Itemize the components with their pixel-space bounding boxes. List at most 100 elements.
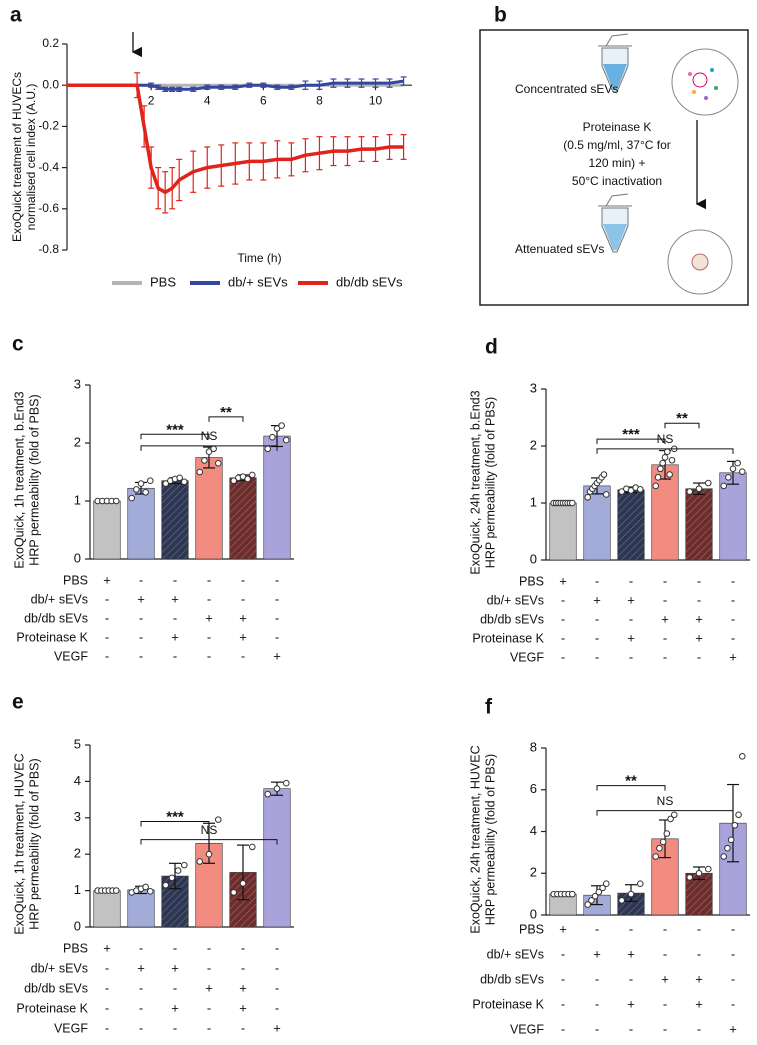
data-point — [248, 471, 256, 479]
data-point — [180, 478, 188, 486]
data-point — [128, 494, 136, 502]
treatment-sign: - — [207, 572, 211, 587]
data-point — [636, 486, 644, 493]
data-point — [670, 811, 678, 819]
data-point — [738, 468, 746, 475]
data-point — [230, 889, 238, 896]
treatment-sign: + — [273, 648, 281, 663]
data-point — [661, 454, 669, 461]
legend-label: db/+ sEVs — [228, 274, 288, 289]
treatment-label: VEGF — [510, 650, 544, 664]
series-line — [67, 83, 404, 195]
data-point — [695, 485, 703, 493]
y-tick-label: 1 — [530, 494, 537, 509]
protocol-diagram: b Concentrated sEVs Proteinase K (0.5 mg… — [479, 4, 749, 306]
y-axis-label: ExoQuick, 1h treatment, b.End3 — [12, 391, 26, 568]
y-tick-label: 6 — [530, 781, 537, 796]
treatment-sign: - — [207, 1000, 211, 1015]
bar — [161, 480, 189, 560]
panel-label: b — [494, 4, 507, 27]
significance-label: *** — [622, 426, 640, 443]
data-point — [239, 880, 247, 887]
treatment-sign: - — [173, 572, 177, 587]
y-tick-label: 8 — [530, 739, 537, 754]
data-point — [282, 436, 290, 444]
y-tick-label: -0.2 — [38, 119, 59, 133]
step-line: 50°C inactivation — [572, 174, 662, 188]
treatment-sign: - — [561, 996, 565, 1011]
treatment-sign: - — [275, 572, 279, 587]
significance-bracket — [596, 810, 734, 816]
y-axis-label: HRP permeability (fold of PBS) — [27, 394, 41, 565]
data-point — [735, 811, 742, 819]
treatment-sign: + — [559, 921, 567, 936]
y-axis-label: ExoQuick, 1h treatment, HUVEC — [12, 753, 26, 934]
treatment-sign: - — [139, 940, 143, 955]
x-axis-label: Time (h) — [237, 251, 281, 265]
panel-label: d — [485, 336, 498, 359]
treatment-sign: - — [595, 921, 599, 936]
treatment-sign: + — [627, 630, 635, 645]
legend-label: PBS — [150, 274, 176, 289]
treatment-sign: - — [139, 1020, 143, 1035]
bar — [549, 502, 577, 561]
treatment-sign: + — [627, 996, 635, 1011]
treatment-label: db/+ sEVs — [31, 592, 88, 606]
data-point — [618, 897, 626, 904]
treatment-label: db/+ sEVs — [487, 593, 544, 607]
treatment-label: PBS — [519, 574, 544, 588]
treatment-sign: - — [595, 971, 599, 986]
treatment-sign: - — [139, 629, 143, 644]
treatment-sign: - — [731, 573, 735, 588]
significance-bracket — [140, 839, 278, 845]
data-point — [724, 844, 731, 852]
y-tick-label: 4 — [530, 823, 537, 838]
data-point — [734, 459, 741, 467]
significance-label: ** — [625, 773, 637, 790]
treatment-label: PBS — [519, 922, 544, 936]
treatment-sign: + — [695, 996, 703, 1011]
treatment-sign: - — [139, 572, 143, 587]
treatment-sign: - — [207, 1020, 211, 1035]
treatment-sign: + — [137, 960, 145, 975]
data-point — [180, 861, 188, 869]
bar — [651, 464, 679, 561]
treatment-sign: - — [595, 996, 599, 1011]
data-point — [652, 482, 660, 490]
data-point — [584, 901, 592, 908]
tube-icon — [598, 193, 632, 253]
bar — [127, 889, 155, 928]
data-point — [176, 474, 183, 482]
treatment-sign: - — [561, 1021, 565, 1036]
treatment-sign: - — [697, 946, 701, 961]
treatment-sign: - — [561, 946, 565, 961]
treatment-sign: - — [139, 980, 143, 995]
treatment-sign: + — [239, 610, 247, 625]
y-axis-label: HRP permeability (fold of PBS) — [27, 758, 41, 929]
treatment-sign: - — [105, 610, 109, 625]
treatment-sign: + — [205, 980, 213, 995]
treatment-sign: + — [171, 1000, 179, 1015]
treatment-sign: - — [663, 573, 667, 588]
treatment-sign: - — [629, 611, 633, 626]
treatment-sign: + — [695, 971, 703, 986]
y-tick-label: 0 — [74, 550, 81, 565]
treatment-label: db/db sEVs — [480, 612, 544, 626]
treatment-sign: - — [697, 1021, 701, 1036]
data-point — [636, 880, 644, 887]
treatment-sign: - — [595, 649, 599, 664]
bar — [263, 435, 291, 560]
treatment-sign: + — [239, 980, 247, 995]
y-axis-label: ExoQuick, 24h treatment, HUVEC — [468, 745, 482, 933]
data-point — [196, 468, 204, 476]
significance-bracket — [140, 820, 210, 827]
treatment-sign: - — [173, 610, 177, 625]
treatment-sign: - — [241, 572, 245, 587]
treatment-sign: - — [697, 573, 701, 588]
bar — [617, 489, 645, 561]
treatment-sign: + — [137, 591, 145, 606]
treatment-sign: - — [173, 980, 177, 995]
data-point — [248, 843, 256, 851]
vesicle — [691, 253, 709, 271]
y-axis-label: ExoQuick treatment of HUVECs — [10, 72, 24, 242]
